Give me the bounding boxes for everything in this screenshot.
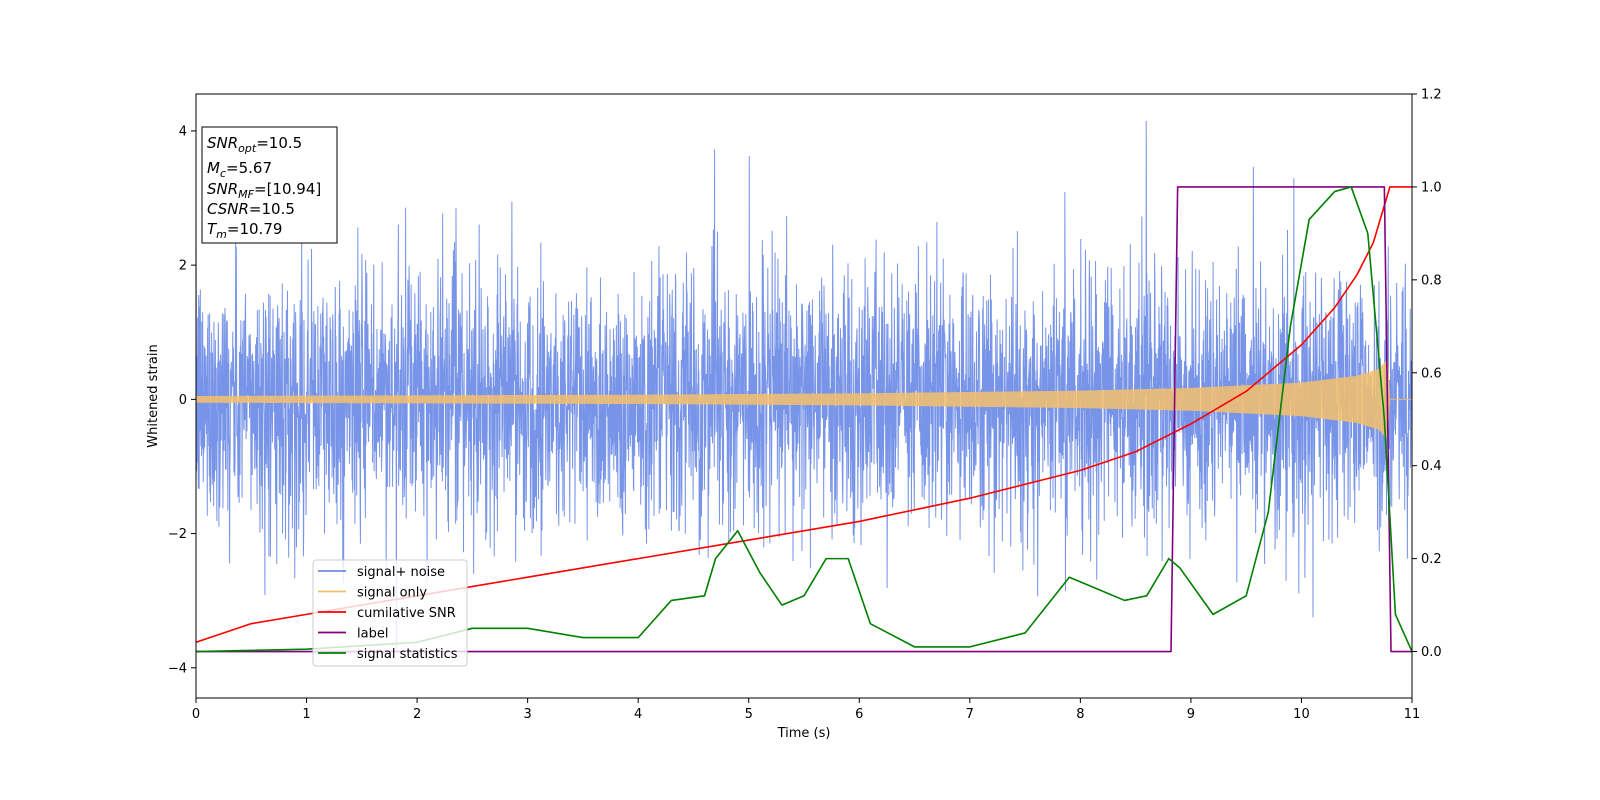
x-tick-label: 4 xyxy=(634,707,642,722)
legend-entry: signal+ noise xyxy=(357,565,445,580)
info-box-line: CSNR=10.5 xyxy=(207,200,295,218)
x-tick-label: 9 xyxy=(1187,707,1195,722)
info-box-line: Tm=10.79 xyxy=(207,220,282,241)
series-signal-noise xyxy=(196,120,1412,650)
y-left-tick-label: −2 xyxy=(168,527,187,542)
y-right-tick-label: 0.8 xyxy=(1421,273,1442,288)
legend-entry: signal only xyxy=(357,586,427,601)
y-right-tick-label: 0.6 xyxy=(1421,366,1442,381)
series-label xyxy=(196,186,1412,653)
series-signal-only xyxy=(196,359,1412,440)
plot-frame xyxy=(195,93,1413,699)
y-left-tick-label: 0 xyxy=(179,393,187,408)
y-right-tick-label: 1.0 xyxy=(1421,180,1442,195)
y-left-tick-label: −4 xyxy=(168,661,187,676)
x-tick-label: 2 xyxy=(413,707,421,722)
x-tick-label: 10 xyxy=(1293,707,1310,722)
y-left-tick-label: 2 xyxy=(179,259,187,274)
x-tick-label: 6 xyxy=(855,707,863,722)
x-tick-label: 1 xyxy=(302,707,310,722)
legend-entry: signal statistics xyxy=(357,647,458,662)
y-right-tick-label: 0.0 xyxy=(1421,645,1442,660)
legend-frame xyxy=(312,559,468,667)
y-right-tick-label: 1.2 xyxy=(1421,88,1442,103)
legend-entry: label xyxy=(357,627,388,642)
x-tick-label: 8 xyxy=(1076,707,1084,722)
x-tick-label: 5 xyxy=(745,707,753,722)
x-axis-label: Time (s) xyxy=(777,726,831,741)
info-box-line: Mc=5.67 xyxy=(207,159,272,180)
legend-entry: cumilative SNR xyxy=(357,606,456,621)
x-tick-label: 7 xyxy=(966,707,974,722)
y-right-tick-label: 0.4 xyxy=(1421,459,1442,474)
info-box-frame xyxy=(201,126,338,244)
x-tick-label: 0 xyxy=(192,707,200,722)
axes: 0 1 2 3 4 5 6 7 8 9 10 11 −4 −2 0 2 4 0.0 0.2 0.4 0.6 0.8 1.0 1… xyxy=(168,88,1442,723)
info-box: SNRopt=10.5 Mc=5.67SNRMF=[10.94]CSNR=10.5… xyxy=(201,126,338,244)
x-tick-label: 3 xyxy=(523,707,531,722)
legend: signal+ noise signal only cumilative SNR la… xyxy=(312,559,468,667)
y-axis-label: Whitened strain xyxy=(146,344,161,447)
info-box-line: SNRMF=[10.94] xyxy=(207,180,321,201)
info-box-line: SNRopt=10.5 xyxy=(207,134,302,155)
x-tick-label: 11 xyxy=(1404,707,1421,722)
y-right-tick-label: 0.2 xyxy=(1421,552,1442,567)
series-signal-statistics xyxy=(196,186,1412,653)
y-left-tick-label: 4 xyxy=(179,124,187,139)
